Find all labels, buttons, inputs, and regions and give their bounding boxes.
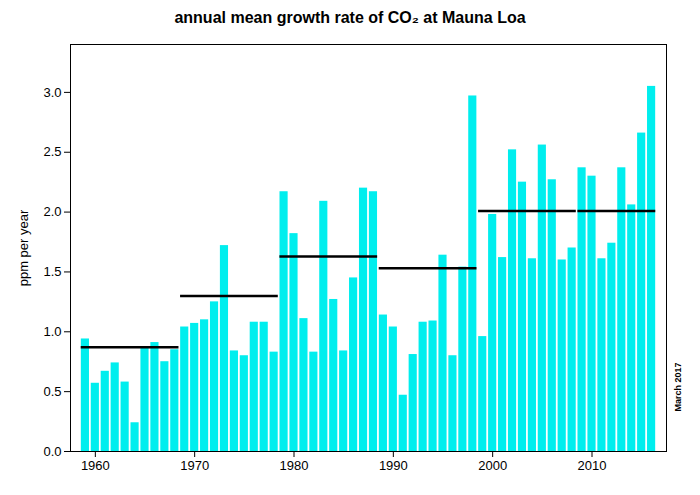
svg-text:2000: 2000 xyxy=(478,458,507,473)
html-text:annual mean growth rate of CO₂: annual mean growth rate of CO₂ at Mauna … xyxy=(174,9,526,26)
svg-text:1970: 1970 xyxy=(180,458,209,473)
svg-text:1.0: 1.0 xyxy=(43,324,61,339)
svg-text:ppm per year: ppm per year xyxy=(16,209,31,286)
svg-text:1.5: 1.5 xyxy=(43,264,61,279)
svg-text:1990: 1990 xyxy=(379,458,408,473)
svg-text:3.0: 3.0 xyxy=(43,85,61,100)
svg-text:March 2017: March 2017 xyxy=(673,362,683,411)
svg-text:1980: 1980 xyxy=(280,458,309,473)
svg-text:2010: 2010 xyxy=(578,458,607,473)
svg-text:0.0: 0.0 xyxy=(43,444,61,459)
svg-text:1960: 1960 xyxy=(81,458,110,473)
svg-text:0.5: 0.5 xyxy=(43,384,61,399)
svg-text:2.0: 2.0 xyxy=(43,204,61,219)
svg-text:2.5: 2.5 xyxy=(43,144,61,159)
